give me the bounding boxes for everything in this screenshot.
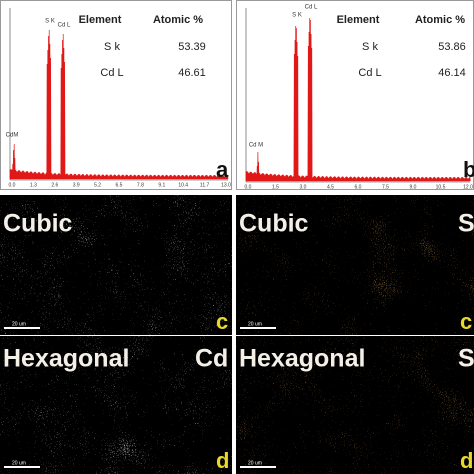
- peak-label: S K: [45, 19, 55, 25]
- scale-text: 20 um: [12, 321, 26, 327]
- x-tick-label: 12.0: [463, 184, 473, 190]
- panel-label: d: [216, 448, 229, 473]
- table-header: Element: [337, 14, 380, 26]
- x-tick-label: 11.7: [200, 182, 210, 188]
- panel-label: c: [216, 309, 228, 334]
- panel-label: b: [463, 157, 474, 182]
- element-map: Cubic Sc 20 um: [236, 195, 474, 335]
- x-tick-label: 4.5: [327, 184, 334, 190]
- element-label: Cd: [195, 345, 228, 373]
- x-tick-label: 9.0: [410, 184, 417, 190]
- x-tick-label: 6.5: [116, 182, 123, 188]
- panel-label: a: [216, 157, 229, 182]
- peak-label: Cd M: [249, 143, 263, 149]
- table-cell: 53.39: [178, 41, 206, 53]
- x-tick-label: 10.5: [436, 184, 446, 190]
- phase-label: Cubic: [3, 210, 73, 238]
- scale-text: 20 um: [12, 460, 26, 466]
- map-noise: [0, 336, 232, 474]
- table-cell: Cd L: [100, 67, 123, 79]
- phase-label: Cubic: [239, 210, 309, 238]
- table-cell: Cd L: [358, 67, 381, 79]
- phase-label: Hexagonal: [239, 345, 365, 373]
- table-header: Element: [79, 14, 122, 26]
- x-tick-label: 0.0: [245, 184, 252, 190]
- element-label: S: [458, 345, 474, 373]
- scale-text: 20 um: [248, 321, 262, 327]
- x-tick-label: 1.3: [30, 182, 37, 188]
- x-tick-label: 5.2: [94, 182, 101, 188]
- scale-text: 20 um: [248, 460, 262, 466]
- phase-label: Hexagonal: [3, 345, 129, 373]
- table-header: Atomic %: [415, 14, 465, 26]
- peak-label: S K: [292, 13, 302, 19]
- map-tint: [236, 195, 474, 335]
- x-tick-label: 0.0: [9, 182, 16, 188]
- element-map: Cubic c 20 um: [0, 195, 232, 335]
- panel-label: d: [460, 448, 473, 473]
- table-cell: 46.14: [438, 67, 466, 79]
- panel-label: c: [460, 309, 472, 334]
- x-tick-label: 13.0: [221, 182, 231, 188]
- x-tick-label: 7.5: [382, 184, 389, 190]
- x-tick-label: 6.0: [355, 184, 362, 190]
- table-cell: 46.61: [178, 67, 206, 79]
- map-noise: [0, 195, 232, 335]
- panel-frame: [0, 0, 232, 190]
- x-tick-label: 3.0: [300, 184, 307, 190]
- panel-frame: [236, 0, 474, 190]
- table-cell: S k: [362, 41, 378, 53]
- element-label: S: [458, 210, 474, 238]
- maps: Cubic c 20 um Cubic Sc 20 um Hexagonal Cd d 20 um…: [0, 195, 474, 474]
- spectrum-panel: S KCd LCd M0.0 1.5 3.0 4.5 6.0 7.5 9.0 10.5 12.0…: [236, 0, 474, 190]
- table-header: Atomic %: [153, 14, 203, 26]
- peak-label: Cd L: [305, 5, 318, 11]
- x-tick-label: 1.5: [272, 184, 279, 190]
- x-tick-label: 10.4: [178, 182, 188, 188]
- peak-label: CdM: [6, 133, 19, 139]
- table-cell: 53.86: [438, 41, 466, 53]
- x-tick-label: 3.9: [73, 182, 80, 188]
- x-tick-label: 9.1: [158, 182, 165, 188]
- element-map: Hexagonal Cd d 20 um: [0, 336, 232, 474]
- spectrum-trace: [245, 17, 471, 182]
- map-tint: [236, 336, 474, 474]
- peak-label: Cd L: [58, 23, 71, 29]
- x-tick-label: 2.6: [51, 182, 58, 188]
- table-cell: S k: [104, 41, 120, 53]
- element-map: Hexagonal Sd 20 um: [236, 336, 474, 474]
- x-tick-label: 7.8: [137, 182, 144, 188]
